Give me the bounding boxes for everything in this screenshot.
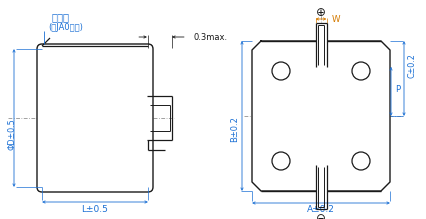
Text: (只JA0对应): (只JA0对应) — [48, 23, 83, 32]
Bar — [316, 23, 326, 67]
Text: ⊖: ⊖ — [316, 212, 326, 219]
Text: C±0.2: C±0.2 — [408, 54, 417, 78]
Text: P: P — [395, 85, 400, 94]
Circle shape — [272, 62, 290, 80]
Text: 压力阀: 压力阀 — [52, 12, 70, 22]
Bar — [316, 165, 326, 209]
Circle shape — [272, 152, 290, 170]
Text: ΦD±0.5: ΦD±0.5 — [8, 118, 17, 150]
Text: A±0.2: A±0.2 — [307, 205, 335, 214]
Circle shape — [352, 62, 370, 80]
Text: B±0.2: B±0.2 — [230, 116, 239, 142]
Text: ⊕: ⊕ — [316, 7, 326, 19]
Text: L±0.5: L±0.5 — [81, 205, 109, 214]
Text: 0.3max.: 0.3max. — [194, 32, 228, 41]
FancyBboxPatch shape — [37, 44, 153, 192]
Circle shape — [352, 152, 370, 170]
Text: W: W — [331, 14, 340, 23]
Polygon shape — [252, 41, 390, 191]
